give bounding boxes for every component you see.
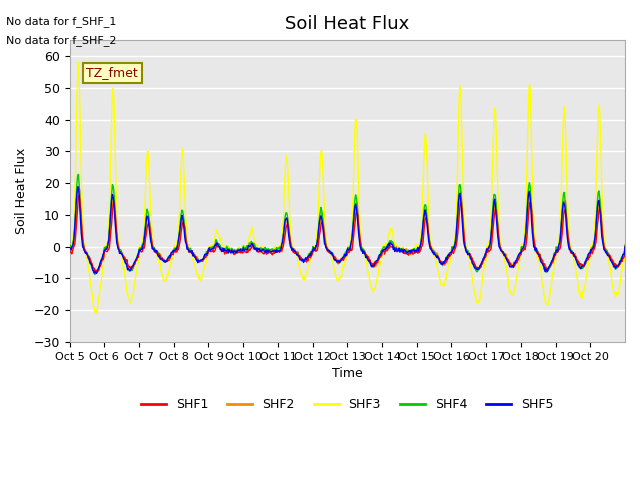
SHF4 xyxy=(234,246,242,252)
SHF4 xyxy=(91,272,99,277)
SHF3 xyxy=(93,311,100,316)
SHF2 xyxy=(132,257,140,263)
SHF4 xyxy=(437,260,445,265)
SHF5 xyxy=(93,271,100,276)
SHF2 xyxy=(406,249,414,254)
SHF3 xyxy=(406,251,414,256)
SHF1 xyxy=(93,269,100,275)
SHF4 xyxy=(406,248,414,254)
SHF2 xyxy=(621,246,629,252)
SHF5 xyxy=(621,244,629,250)
Y-axis label: Soil Heat Flux: Soil Heat Flux xyxy=(15,148,28,234)
Title: Soil Heat Flux: Soil Heat Flux xyxy=(285,15,410,33)
SHF2 xyxy=(262,247,269,253)
SHF1 xyxy=(621,243,629,249)
SHF5 xyxy=(262,247,269,253)
SHF3 xyxy=(437,282,445,288)
SHF1 xyxy=(76,192,83,198)
SHF4 xyxy=(262,248,269,254)
Text: TZ_fmet: TZ_fmet xyxy=(86,66,138,79)
SHF1 xyxy=(132,258,140,264)
SHF2 xyxy=(66,248,74,253)
Line: SHF4: SHF4 xyxy=(70,174,625,275)
Text: No data for f_SHF_2: No data for f_SHF_2 xyxy=(6,35,117,46)
SHF4 xyxy=(283,210,291,216)
SHF4 xyxy=(621,242,629,248)
SHF4 xyxy=(132,256,140,262)
Text: No data for f_SHF_1: No data for f_SHF_1 xyxy=(6,16,116,27)
SHF2 xyxy=(283,216,291,221)
Line: SHF5: SHF5 xyxy=(70,187,625,274)
SHF3 xyxy=(234,249,242,254)
Line: SHF3: SHF3 xyxy=(70,62,625,313)
SHF5 xyxy=(234,247,242,253)
Line: SHF2: SHF2 xyxy=(70,187,625,273)
SHF3 xyxy=(132,271,140,277)
SHF1 xyxy=(283,222,291,228)
SHF3 xyxy=(262,251,269,256)
Legend: SHF1, SHF2, SHF3, SHF4, SHF5: SHF1, SHF2, SHF3, SHF4, SHF5 xyxy=(136,394,558,417)
Line: SHF1: SHF1 xyxy=(70,195,625,272)
SHF2 xyxy=(92,270,100,276)
SHF1 xyxy=(437,259,445,264)
SHF3 xyxy=(621,241,629,247)
SHF2 xyxy=(234,247,242,253)
SHF3 xyxy=(74,59,82,65)
SHF1 xyxy=(262,249,269,255)
SHF2 xyxy=(74,184,82,190)
SHF5 xyxy=(437,261,445,267)
SHF4 xyxy=(74,171,82,177)
SHF4 xyxy=(66,243,74,249)
SHF5 xyxy=(132,256,140,262)
SHF5 xyxy=(66,247,74,252)
SHF1 xyxy=(406,251,414,256)
SHF5 xyxy=(74,184,81,190)
SHF1 xyxy=(234,249,242,255)
SHF1 xyxy=(66,248,74,254)
SHF3 xyxy=(283,154,291,159)
SHF5 xyxy=(283,215,291,221)
SHF5 xyxy=(406,248,414,254)
X-axis label: Time: Time xyxy=(332,367,363,380)
SHF2 xyxy=(437,259,445,265)
SHF3 xyxy=(66,243,74,249)
